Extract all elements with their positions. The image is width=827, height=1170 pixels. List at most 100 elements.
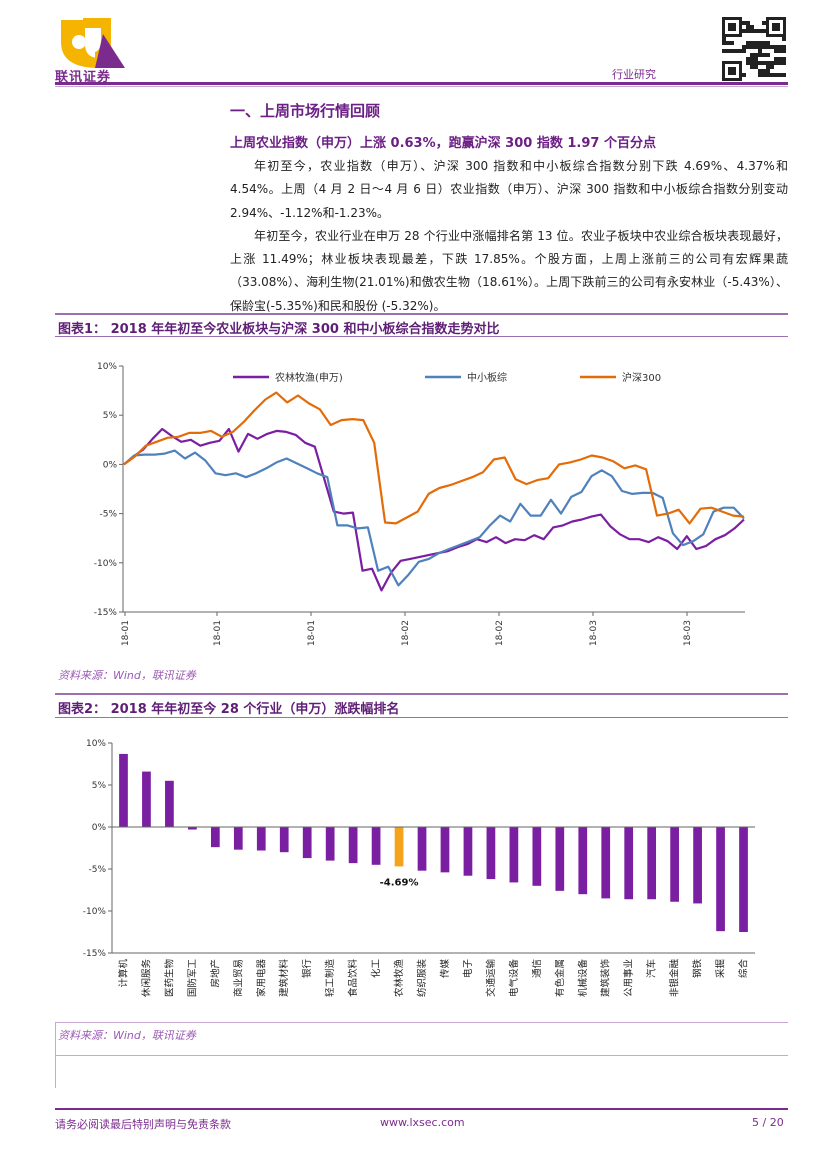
y-tick-label: 0% — [103, 460, 118, 470]
figure1-title: 图表1： 2018 年年初至今农业板块与沪深 300 和中小板综合指数走势对比 — [58, 322, 500, 337]
figure2-frame-bottom — [55, 1055, 788, 1056]
category-label: 医药生物 — [163, 959, 175, 998]
qr-module — [778, 61, 782, 65]
category-label: 家用电器 — [255, 959, 267, 998]
qr-module — [770, 45, 774, 49]
category-label: 电子 — [462, 959, 474, 979]
x-tick-label: 18-03 — [683, 620, 693, 646]
legend-label: 沪深300 — [622, 371, 661, 384]
qr-module — [766, 61, 770, 65]
qr-module — [782, 49, 786, 53]
qr-module — [766, 65, 770, 69]
qr-module — [754, 65, 758, 69]
figure1-source: 资料来源：Wind，联讯证券 — [58, 669, 196, 682]
qr-module — [754, 57, 758, 61]
qr-module — [758, 61, 762, 65]
bar — [142, 771, 151, 827]
category-label: 电气设备 — [508, 959, 520, 998]
footer-divider — [55, 1108, 788, 1110]
bar — [348, 827, 358, 864]
qr-finder-core — [728, 67, 736, 75]
category-label: 汽车 — [646, 959, 658, 978]
website-link[interactable]: www.lxsec.com — [380, 1116, 465, 1129]
bar — [417, 827, 427, 871]
qr-module — [782, 45, 786, 49]
figure1-top-rule — [55, 313, 788, 315]
qr-module — [766, 45, 770, 49]
qr-module — [766, 69, 770, 73]
y-tick-label: -10% — [83, 907, 107, 917]
qr-module — [750, 45, 754, 49]
category-label: 商业贸易 — [232, 959, 244, 997]
qr-module — [742, 45, 746, 49]
category-label: 国防军工 — [186, 959, 198, 998]
header-divider-thin — [55, 86, 788, 87]
category-label: 非银金融 — [669, 959, 681, 998]
bar — [509, 827, 519, 883]
bar — [119, 753, 128, 827]
qr-module — [746, 21, 750, 25]
qr-module — [778, 49, 782, 53]
category-label: 农林牧渔 — [393, 959, 405, 998]
y-tick-label: -5% — [88, 865, 106, 875]
bar — [716, 827, 725, 932]
qr-code-icon — [722, 17, 786, 81]
qr-module — [730, 49, 734, 53]
qr-module — [734, 49, 738, 53]
qr-module — [726, 49, 730, 53]
qr-module — [746, 57, 750, 61]
category-label: 休闲服务 — [140, 959, 152, 998]
bar — [165, 780, 174, 827]
bar — [256, 827, 266, 851]
bar — [188, 827, 197, 830]
qr-module — [758, 45, 762, 49]
logo-text: 联讯证券 — [55, 70, 112, 85]
paragraph-2: 年初至今，农业行业在申万 28 个行业中涨幅排名第 13 位。农业子板块中农业综… — [230, 228, 788, 313]
category-label: 传媒 — [439, 959, 451, 979]
qr-module — [726, 41, 730, 45]
bar — [624, 827, 634, 900]
y-tick-label: 5% — [92, 781, 107, 791]
qr-module — [762, 73, 766, 77]
qr-module — [722, 41, 726, 45]
x-tick-label: 18-01 — [121, 620, 131, 646]
bar — [394, 827, 404, 867]
figure2-title: 图表2： 2018 年年初至今 28 个行业（申万）涨跌幅排名 — [58, 702, 400, 717]
category-label: 有色金属 — [554, 959, 566, 997]
category-label: 化工 — [370, 959, 382, 979]
qr-module — [742, 73, 746, 77]
qr-module — [758, 69, 762, 73]
qr-module — [730, 41, 734, 45]
bar — [739, 827, 748, 932]
category-label: 建筑装饰 — [600, 959, 612, 997]
qr-module — [770, 61, 774, 65]
qr-module — [762, 21, 766, 25]
category-label: 轻工制造 — [324, 959, 336, 998]
category-label: 银行 — [301, 959, 313, 979]
qr-module — [742, 29, 746, 33]
qr-module — [746, 29, 750, 33]
y-tick-label: -10% — [94, 559, 118, 569]
category-label: 综合 — [738, 959, 750, 979]
page-number: 5 / 20 — [752, 1116, 784, 1129]
bar — [578, 827, 588, 895]
bar — [601, 827, 611, 899]
category-label: 计算机 — [117, 959, 129, 988]
bar — [325, 827, 335, 861]
qr-module — [770, 73, 774, 77]
category-label: 纺织服装 — [416, 959, 428, 998]
y-tick-label: 5% — [103, 411, 118, 421]
category-label: 建筑材料 — [278, 959, 290, 998]
disclaimer-link[interactable]: 请务必阅读最后特别声明与免责条款 — [55, 1118, 231, 1131]
category-label: 钢铁 — [692, 959, 704, 979]
qr-module — [778, 45, 782, 49]
qr-module — [758, 41, 762, 45]
qr-module — [750, 53, 754, 57]
header-divider — [55, 82, 788, 85]
section-subheading: 上周农业指数（申万）上涨 0.63%，跑赢沪深 300 指数 1.97 个百分点 — [230, 136, 656, 151]
company-logo — [61, 18, 125, 68]
figure2-bottom-rule — [55, 1022, 788, 1023]
bar — [302, 827, 312, 859]
x-tick-label: 18-01 — [213, 620, 223, 646]
qr-module — [738, 49, 742, 53]
